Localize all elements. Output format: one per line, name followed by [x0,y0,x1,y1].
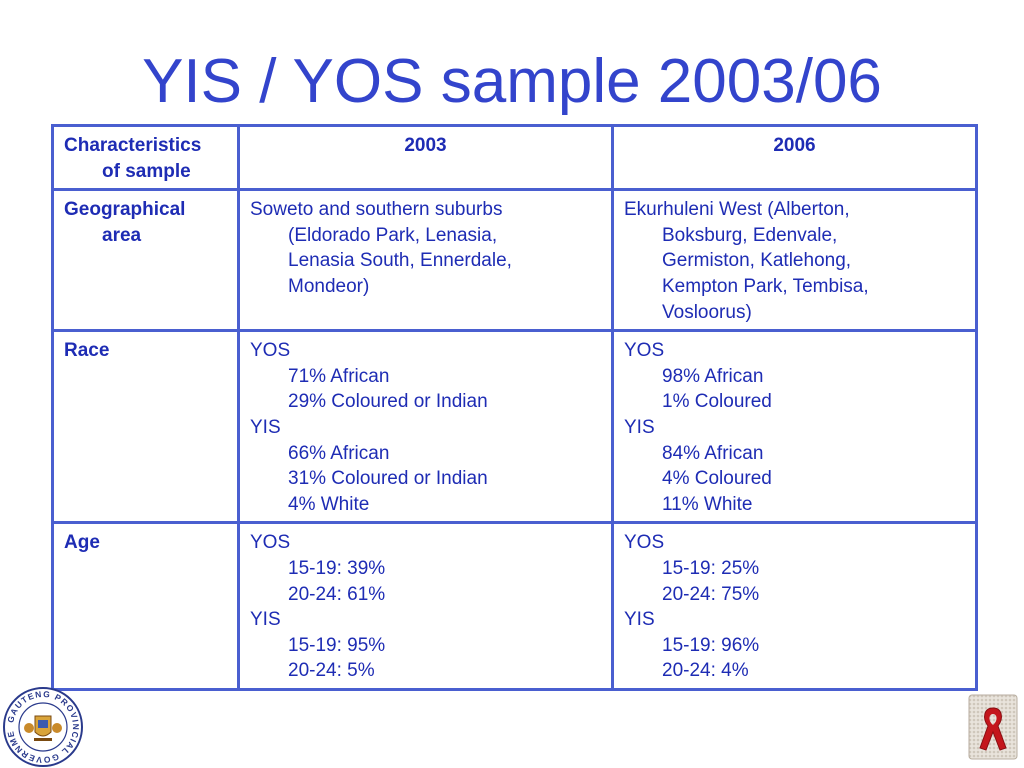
table-row-age: Age YOS 15-19: 39% 20-24: 61% YIS 15-19:… [51,521,978,691]
header-label-line2: of sample [102,160,191,182]
cell-line: Boksburg, Edenvale, [662,224,838,246]
cell-line: 1% Coloured [662,391,772,413]
cell-line: 20-24: 5% [288,660,375,682]
cell-line: Soweto and southern suburbs [250,199,503,221]
row-label-geographical-area: Geographical area [51,188,240,333]
survey-label-yis: YIS [624,609,655,631]
survey-label-yis: YIS [250,416,281,438]
cell-line: 15-19: 25% [662,557,760,579]
cell-line: Germiston, Katlehong, [662,250,852,272]
cell-line: 15-19: 96% [662,634,760,656]
survey-label-yos: YOS [250,340,291,362]
survey-label-yos: YOS [624,532,665,554]
survey-label-yos: YOS [624,340,665,362]
sample-characteristics-table: Characteristics of sample 2003 2006 Geog… [51,123,978,691]
header-2006: 2006 [611,123,978,192]
cell-race-2006: YOS 98% African 1% Coloured YIS 84% Afri… [611,329,978,525]
header-label-line1: Characteristics [64,135,202,156]
cell-line: 29% Coloured or Indian [288,391,488,413]
cell-line: (Eldorado Park, Lenasia, [288,224,498,246]
row-label-race: Race [51,329,240,525]
survey-label-yos: YOS [250,532,291,554]
gauteng-seal-icon: GAUTENG PROVINCIAL GOVERNMENT [2,686,83,767]
header-characteristics: Characteristics of sample [51,123,240,192]
cell-line: 20-24: 75% [662,583,760,605]
cell-line: 98% African [662,365,764,387]
cell-geo-2006: Ekurhuleni West (Alberton, Boksburg, Ede… [611,188,978,333]
cell-line: 84% African [662,442,764,464]
cell-line: 4% White [288,493,370,515]
header-2003: 2003 [237,123,614,192]
cell-geo-2003: Soweto and southern suburbs (Eldorado Pa… [237,188,614,333]
slide-title: YIS / YOS sample 2003/06 [142,47,882,116]
table-header-row: Characteristics of sample 2003 2006 [51,123,978,192]
cell-line: Kempton Park, Tembisa, [662,275,869,297]
cell-line: 15-19: 39% [288,557,386,579]
beaded-red-ribbon-icon [968,694,1018,760]
cell-line: 71% African [288,365,390,387]
cell-age-2006: YOS 15-19: 25% 20-24: 75% YIS 15-19: 96%… [611,521,978,691]
cell-line: Ekurhuleni West (Alberton, [624,199,850,221]
cell-age-2003: YOS 15-19: 39% 20-24: 61% YIS 15-19: 95%… [237,521,614,691]
cell-line: 15-19: 95% [288,634,386,656]
cell-line: 11% White [662,493,753,515]
table-row-geographical-area: Geographical area Soweto and southern su… [51,188,978,333]
cell-race-2003: YOS 71% African 29% Coloured or Indian Y… [237,329,614,525]
row-label-age: Age [51,521,240,691]
cell-line: 31% Coloured or Indian [288,468,488,490]
survey-label-yis: YIS [624,416,655,438]
cell-line: 4% Coloured [662,468,772,490]
cell-line: Vosloorus) [662,301,752,323]
row-label-line1: Geographical [64,199,186,221]
table-row-race: Race YOS 71% African 29% Coloured or Ind… [51,329,978,525]
cell-line: Mondeor) [288,275,370,297]
survey-label-yis: YIS [250,609,281,631]
row-label-line2: area [102,224,142,246]
cell-line: 66% African [288,442,390,464]
cell-line: 20-24: 61% [288,583,386,605]
cell-line: Lenasia South, Ennerdale, [288,250,512,272]
cell-line: 20-24: 4% [662,660,749,682]
